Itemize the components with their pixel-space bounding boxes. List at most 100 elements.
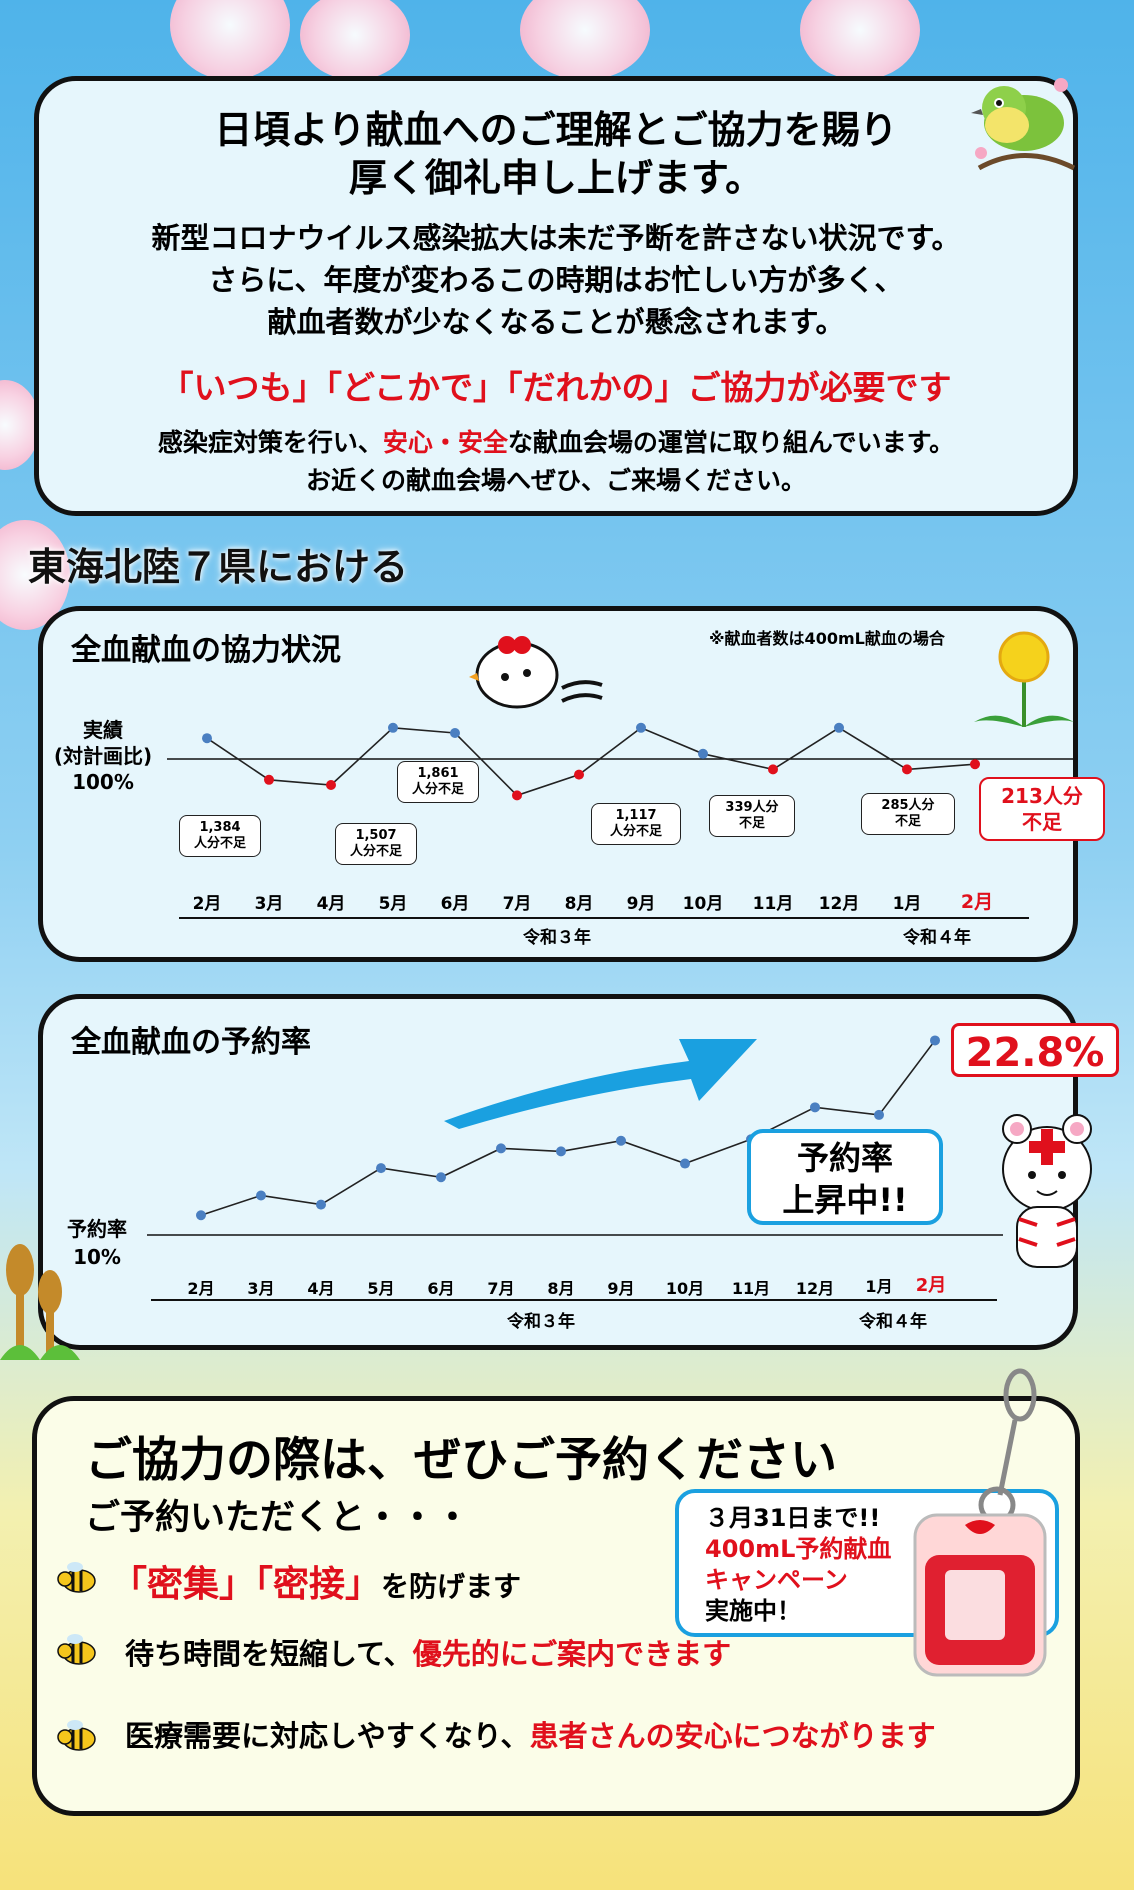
- reserve-title: ご協力の際は、ぜひご予約ください: [85, 1433, 837, 1488]
- bee-icon: [57, 1562, 96, 1593]
- chart1-title: 全血献血の協力状況: [71, 633, 341, 668]
- rising-badge: 予約率 上昇中!!: [747, 1129, 943, 1225]
- region-heading: 東海北陸７県における: [28, 545, 409, 589]
- benefit-item-text: 「密集」「密接」を防げます: [111, 1555, 521, 1607]
- donation-status-card: 全血献血の協力状況 ※献血者数は400mL献血の場合 実績 (対計画比) 100…: [38, 606, 1105, 962]
- chart1-era-line: [179, 917, 1029, 919]
- data-point: [436, 1172, 446, 1183]
- month-tick: 11月: [752, 894, 794, 914]
- month-tick: 5月: [367, 1279, 395, 1298]
- month-tick: 7月: [502, 894, 532, 914]
- campaign-line3: キャンペーン: [705, 1566, 848, 1594]
- month-tick: 6月: [440, 894, 470, 914]
- month-tick: 4月: [307, 1279, 335, 1298]
- rising-arrow-icon: [444, 1039, 757, 1129]
- chart2-baseline-line1: 予約率: [67, 1217, 127, 1241]
- reservation-rate-card: 全血献血の予約率 予約率 10% 22.8% 予約率 上昇中!! 2月 3月 4…: [38, 994, 1119, 1350]
- chart2-era-r3: 令和３年: [507, 1312, 575, 1332]
- data-point: [496, 1143, 506, 1154]
- chart1-era-r4: 令和４年: [903, 928, 971, 948]
- benefit-item-text: 医療需要に対応しやすくなり、患者さんの安心につながります: [125, 1713, 936, 1755]
- cherry-blossom-decoration: [170, 0, 290, 80]
- data-point: [768, 764, 778, 775]
- intro-body-line3: 献血者数が少なくなることが懸念されます。: [267, 305, 845, 339]
- chart2-era-r4: 令和４年: [859, 1312, 927, 1332]
- data-point: [450, 728, 460, 738]
- bee-icon: [57, 1634, 96, 1665]
- data-point: [316, 1199, 326, 1210]
- bee-icon: [57, 1720, 96, 1751]
- campaign-line1: ３月31日まで!!: [705, 1504, 881, 1532]
- campaign-line2: 400mL予約献血: [705, 1535, 892, 1563]
- callout-value: 1,861: [417, 766, 459, 781]
- measures-highlight: 安心・安全: [382, 428, 508, 457]
- latest-rate-callout: 22.8%: [951, 1023, 1119, 1077]
- campaign-line4: 実施中！: [705, 1597, 801, 1625]
- month-tick: 1月: [865, 1277, 893, 1296]
- month-tick: 3月: [247, 1279, 275, 1298]
- series-line: [206, 726, 976, 797]
- chart2-title: 全血献血の予約率: [71, 1025, 311, 1060]
- data-point: [810, 1102, 820, 1113]
- month-tick-current: 2月: [915, 1275, 947, 1296]
- month-tick: 9月: [607, 1279, 635, 1298]
- plant-decoration: [0, 1244, 80, 1360]
- callout-value: 1,384: [199, 820, 241, 835]
- callout-value: 1,117: [615, 808, 657, 823]
- baseline-label-line3: 100%: [72, 770, 134, 794]
- benefit-text: を防げます: [381, 1570, 522, 1603]
- shortfall-callout-jan: 285人分 不足: [861, 793, 955, 835]
- month-tick-current: 2月: [960, 891, 994, 913]
- baseline-label-line2: (対計画比): [53, 744, 153, 768]
- data-point: [930, 1035, 940, 1046]
- data-point: [512, 790, 522, 801]
- data-point: [636, 722, 646, 733]
- benefit-item-text: 待ち時間を短縮して、優先的にご案内できます: [125, 1631, 731, 1673]
- donation-status-chart: [167, 722, 1073, 801]
- intro-title-line1: 日頃より献血へのご理解とご協力を賜り: [214, 108, 898, 152]
- blood-bag-keychain-illustration: [913, 1368, 1047, 1677]
- shortfall-callout-apr: 1,507 人分不足: [335, 823, 417, 865]
- shortfall-callout-nov: 339人分 不足: [709, 795, 795, 837]
- month-tick: 4月: [316, 894, 346, 914]
- chart2-baseline-label: 予約率 10%: [47, 1215, 147, 1271]
- data-point: [556, 1146, 566, 1157]
- chart1-era-r3: 令和３年: [523, 928, 591, 948]
- data-point: [970, 759, 980, 770]
- benefit-text: 医療需要に対応しやすくなり、: [125, 1719, 530, 1753]
- data-point: [264, 774, 274, 785]
- callout-unit: 不足: [738, 816, 765, 831]
- intro-measures: 感染症対策を行い、安心・安全な献血会場の運営に取り組んでいます。: [39, 423, 1073, 459]
- callout-unit: 人分不足: [411, 782, 464, 797]
- month-tick: 10月: [682, 894, 724, 914]
- month-tick: 8月: [564, 894, 594, 914]
- month-tick: 6月: [427, 1279, 455, 1298]
- baseline-label-line1: 実績: [83, 718, 123, 742]
- callout-unit: 人分不足: [349, 844, 402, 859]
- callout-unit: 人分不足: [193, 836, 246, 851]
- tiger-mascot-illustration: [1002, 1114, 1092, 1268]
- data-point: [874, 1109, 884, 1120]
- data-point: [574, 769, 584, 780]
- shortfall-callout-feb: 213人分 不足: [979, 777, 1105, 841]
- reservation-benefits-card: ご協力の際は、ぜひご予約ください ご予約いただくと・・・ 「密集」「密接」を防げ…: [32, 1368, 1080, 1816]
- callout-value: 1,507: [355, 828, 397, 843]
- benefit-highlight: 患者さんの安心につながります: [529, 1719, 936, 1753]
- data-point: [616, 1135, 626, 1146]
- dandelion-illustration: [974, 631, 1074, 727]
- cherry-blossom-decoration: [520, 0, 650, 80]
- data-point: [680, 1158, 690, 1169]
- callout-unit: 人分不足: [609, 824, 662, 839]
- chart2-baseline-line2: 10%: [73, 1245, 121, 1269]
- shortfall-callout-aug: 1,117 人分不足: [591, 803, 681, 845]
- month-tick: 12月: [795, 1279, 835, 1298]
- chart2-era-line: [151, 1299, 997, 1301]
- data-point: [256, 1190, 266, 1201]
- benefit-highlight: 「密集」「密接」: [111, 1564, 382, 1605]
- measures-pre: 感染症対策を行い、: [157, 428, 383, 457]
- intro-title-line2: 厚く御礼申し上げます。: [348, 156, 764, 200]
- rising-badge-line2: 上昇中!!: [782, 1181, 908, 1219]
- intro-body-line2: さらに、年度が変わるこの時期はお忙しい方が多く、: [208, 263, 904, 297]
- callout-value: 213人分: [1001, 784, 1083, 808]
- data-point: [376, 1163, 386, 1174]
